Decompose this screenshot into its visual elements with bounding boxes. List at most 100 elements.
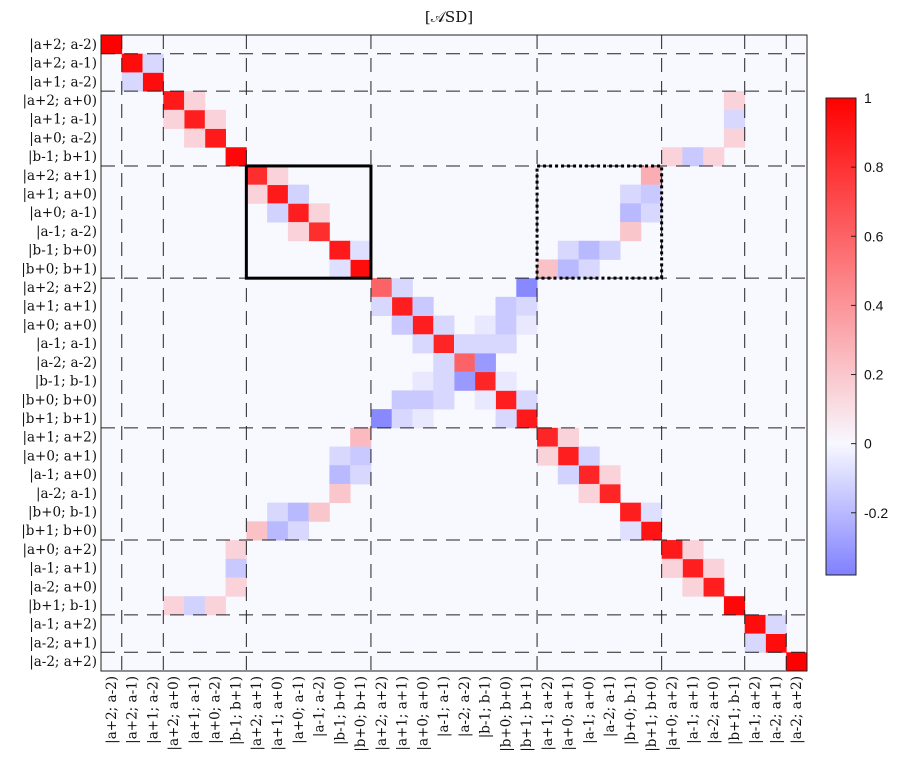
heatmap-cell: [474, 334, 496, 354]
heatmap-cell: [287, 521, 310, 541]
column-tick-label: |a+0; a+2): [665, 676, 681, 751]
row-tick-label: |a+0; a-2): [29, 130, 97, 146]
heatmap-cell: [287, 184, 310, 204]
heatmap-cell: [329, 240, 351, 260]
heatmap-cell: [703, 558, 725, 578]
colorbar-tick-label: 0: [864, 436, 872, 452]
heatmap-cell: [329, 259, 351, 279]
heatmap-cell: [370, 409, 393, 429]
highlight-box-solid: [244, 164, 373, 280]
heatmap-cell: [723, 91, 746, 111]
column-tick-label: |a+0; a-2): [208, 676, 224, 744]
heatmap-cell: [287, 502, 310, 522]
heatmap-cell: [391, 278, 413, 298]
row-tick-label: |a-2; a-2): [36, 355, 97, 371]
column-tick-label: |a-2; a+0): [706, 676, 722, 744]
heatmap-cell: [578, 446, 600, 466]
column-tick-label: |b+0; b+0): [498, 676, 514, 752]
heatmap-cell: [682, 540, 704, 560]
heatmap-cell: [516, 409, 538, 429]
heatmap-cell: [557, 259, 579, 279]
heatmap-cell: [640, 203, 663, 223]
column-tick-label: |a-2; a-2): [457, 676, 473, 737]
row-tick-label: |a+2; a+1): [22, 168, 97, 184]
heatmap-cell: [723, 128, 746, 148]
heatmap-cell: [246, 165, 268, 186]
heatmap-cell: [184, 109, 206, 129]
heatmap-cell: [433, 353, 455, 373]
heatmap-cell: [599, 483, 621, 504]
heatmap-cell: [578, 483, 600, 504]
heatmap-cell: [474, 353, 496, 373]
heatmap-cell: [433, 315, 455, 335]
row-tick-label: |b-1; b+0): [28, 243, 97, 259]
heatmap-cell: [246, 521, 268, 541]
colorbar-ticks: 1 0.8 0.6 0.4 0.2 0 -0.2: [851, 90, 888, 521]
heatmap-cell: [163, 109, 185, 129]
column-tick-label: |a+1; a-2): [145, 676, 161, 744]
row-tick-label: |a+1; a-2): [29, 74, 97, 90]
heatmap-cell: [744, 633, 766, 653]
heatmap-cell: [454, 353, 476, 373]
heatmap-cell: [661, 558, 683, 578]
highlight-box-dotted: [535, 164, 664, 280]
heatmap-cell: [370, 278, 393, 298]
heatmap-cell: [537, 427, 559, 447]
heatmap-cell: [142, 72, 164, 92]
heatmap-cell: [723, 109, 746, 129]
chart-title: [𝒜SD]: [425, 8, 473, 26]
heatmap-cell: [661, 540, 683, 560]
heatmap-cell: [433, 390, 455, 410]
row-tick-label: |a-2; a+2): [29, 654, 97, 670]
column-tick-label: |a-1; a+0): [581, 676, 597, 744]
heatmap-cell: [267, 203, 289, 223]
heatmap-cell: [723, 596, 746, 616]
row-tick-label: |b+0; b-1): [28, 505, 97, 521]
heatmap-cell: [267, 502, 289, 522]
heatmap-cell: [765, 614, 787, 634]
heatmap-cell: [474, 390, 496, 410]
column-tick-label: |a+1; a+2): [540, 676, 556, 751]
heatmap-cell: [163, 596, 185, 616]
heatmap-cell: [703, 147, 725, 167]
column-tick-label: |a+2; a-1): [125, 676, 141, 744]
row-tick-label: |b-1; b+1): [28, 149, 97, 165]
heatmap-cell: [184, 596, 206, 616]
block-divider-lines: [101, 35, 807, 671]
column-tick-label: |a+2; a-2): [104, 676, 120, 744]
heatmap-cell: [537, 259, 559, 279]
heatmap-cell: [516, 296, 538, 316]
heatmap-cell: [640, 165, 663, 186]
heatmap-cell: [786, 652, 808, 672]
row-tick-label: |a+1; a+0): [22, 187, 97, 203]
heatmap-cell: [578, 240, 600, 260]
column-tick-label: |a-1; a-1): [436, 676, 452, 737]
heatmap-cells: [101, 35, 808, 672]
row-tick-label: |a-1; a+2): [29, 617, 97, 633]
heatmap-cell: [620, 521, 642, 541]
heatmap-cell: [474, 315, 496, 335]
heatmap-cell: [495, 390, 517, 410]
row-tick-label: |a-2; a+0): [29, 579, 97, 595]
heatmap-cell: [287, 222, 310, 242]
heatmap-cell: [412, 315, 434, 335]
heatmap-cell: [204, 109, 226, 129]
heatmap-cell: [412, 390, 434, 410]
column-tick-label: |a+1; a+1): [395, 676, 411, 751]
heatmap-cell: [682, 147, 704, 167]
colorbar-tick-label: 0.4: [864, 297, 884, 313]
column-tick-labels: |a+2; a-2) |a+2; a-1) |a+1; a-2) |a+2; a+0)…: [104, 676, 805, 752]
row-tick-label: |a+1; a+2): [22, 430, 97, 446]
row-tick-label: |a+0; a+1): [22, 448, 97, 464]
row-tick-label: |b+1; b+1): [21, 411, 97, 427]
row-tick-label: |a-2; a-1): [36, 486, 97, 502]
heatmap-cell: [495, 296, 517, 316]
heatmap-cell: [640, 521, 663, 541]
heatmap-cell: [433, 334, 455, 354]
row-tick-label: |a+1; a-1): [29, 112, 97, 128]
column-tick-label: |a+0; a-1): [291, 676, 307, 744]
colorbar: [825, 97, 857, 576]
column-tick-label: |b+0; b-1): [623, 676, 639, 745]
column-tick-label: |a-1; a+2): [748, 676, 764, 744]
row-tick-label: |b+0; b+0): [21, 392, 97, 408]
